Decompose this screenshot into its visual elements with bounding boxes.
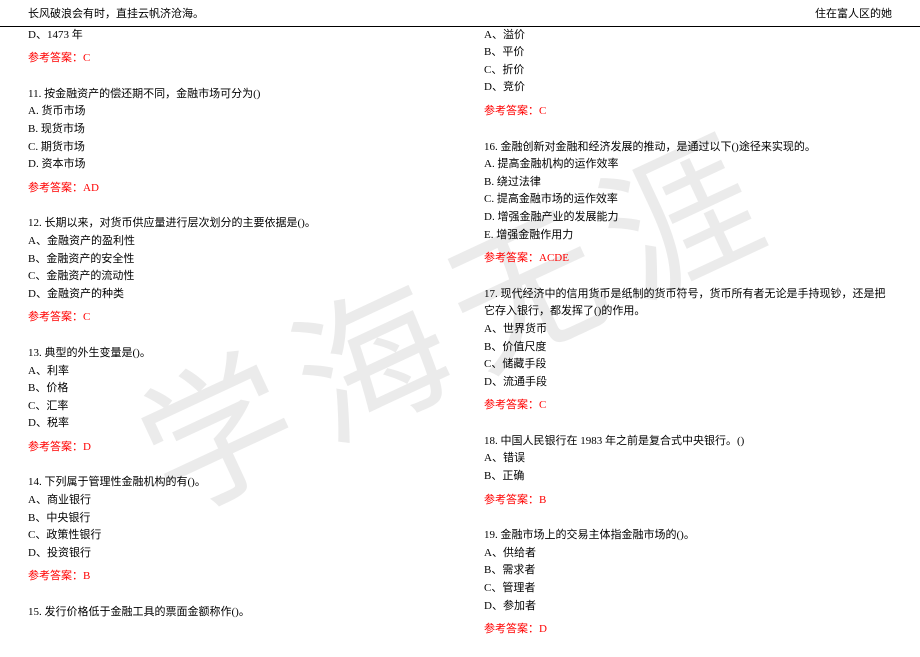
q11-option-d: D. 资本市场 xyxy=(28,156,436,174)
q19-answer: 参考答案：D xyxy=(484,621,892,639)
q14-text: 14. 下列属于管理性金融机构的有()。 xyxy=(28,474,436,492)
q13-option-b: B、价格 xyxy=(28,380,436,398)
q12-block: 12. 长期以来，对货币供应量进行层次划分的主要依据是()。 A、金融资产的盈利… xyxy=(28,215,436,327)
q17-option-a: A、世界货币 xyxy=(484,321,892,339)
left-column: D、1473 年 参考答案：C 11. 按金融资产的偿还期不同，金融市场可分为(… xyxy=(28,27,460,657)
header-right: 住在富人区的她 xyxy=(815,6,892,24)
q19-option-b: B、需求者 xyxy=(484,562,892,580)
q19-block: 19. 金融市场上的交易主体指金融市场的()。 A、供给者 B、需求者 C、管理… xyxy=(484,527,892,639)
q15-option-a: A、溢价 xyxy=(484,27,892,45)
q18-text: 18. 中国人民银行在 1983 年之前是复合式中央银行。() xyxy=(484,433,892,451)
q18-option-b: B、正确 xyxy=(484,468,892,486)
q14-option-a: A、商业银行 xyxy=(28,492,436,510)
q12-option-a: A、金融资产的盈利性 xyxy=(28,233,436,251)
q15-option-d: D、竞价 xyxy=(484,79,892,97)
q12-option-c: C、金融资产的流动性 xyxy=(28,268,436,286)
q16-block: 16. 金融创新对金融和经济发展的推动，是通过以下()途径来实现的。 A. 提高… xyxy=(484,139,892,268)
q13-answer: 参考答案：D xyxy=(28,439,436,457)
q17-block: 17. 现代经济中的信用货币是纸制的货币符号，货币所有者无论是手持现钞，还是把它… xyxy=(484,286,892,415)
q19-option-a: A、供给者 xyxy=(484,545,892,563)
q15-option-c: C、折价 xyxy=(484,62,892,80)
q16-option-e: E. 增强金融作用力 xyxy=(484,227,892,245)
q15-text: 15. 发行价格低于金融工具的票面金额称作()。 xyxy=(28,604,436,622)
q11-answer: 参考答案：AD xyxy=(28,180,436,198)
q17-text: 17. 现代经济中的信用货币是纸制的货币符号，货币所有者无论是手持现钞，还是把它… xyxy=(484,286,892,321)
q16-text: 16. 金融创新对金融和经济发展的推动，是通过以下()途径来实现的。 xyxy=(484,139,892,157)
q17-option-c: C、储藏手段 xyxy=(484,356,892,374)
q13-option-c: C、汇率 xyxy=(28,398,436,416)
q16-option-b: B. 绕过法律 xyxy=(484,174,892,192)
q14-answer: 参考答案：B xyxy=(28,568,436,586)
q13-option-a: A、利率 xyxy=(28,363,436,381)
q17-option-b: B、价值尺度 xyxy=(484,339,892,357)
header-left: 长风破浪会有时，直挂云帆济沧海。 xyxy=(28,6,204,24)
q17-option-d: D、流通手段 xyxy=(484,374,892,392)
q19-option-d: D、参加者 xyxy=(484,598,892,616)
q13-block: 13. 典型的外生变量是()。 A、利率 B、价格 C、汇率 D、税率 参考答案… xyxy=(28,345,436,457)
q13-option-d: D、税率 xyxy=(28,415,436,433)
q17-answer: 参考答案：C xyxy=(484,397,892,415)
q14-option-c: C、政策性银行 xyxy=(28,527,436,545)
q18-block: 18. 中国人民银行在 1983 年之前是复合式中央银行。() A、错误 B、正… xyxy=(484,433,892,509)
q11-text: 11. 按金融资产的偿还期不同，金融市场可分为() xyxy=(28,86,436,104)
q16-option-c: C. 提高金融市场的运作效率 xyxy=(484,191,892,209)
q11-option-c: C. 期货市场 xyxy=(28,139,436,157)
q12-text: 12. 长期以来，对货币供应量进行层次划分的主要依据是()。 xyxy=(28,215,436,233)
q12-option-b: B、金融资产的安全性 xyxy=(28,251,436,269)
right-column: A、溢价 B、平价 C、折价 D、竞价 参考答案：C 16. 金融创新对金融和经… xyxy=(460,27,892,657)
q14-option-d: D、投资银行 xyxy=(28,545,436,563)
q10-option-d: D、1473 年 xyxy=(28,27,436,45)
q15-block: 15. 发行价格低于金融工具的票面金额称作()。 xyxy=(28,604,436,622)
q11-option-b: B. 现货市场 xyxy=(28,121,436,139)
q12-option-d: D、金融资产的种类 xyxy=(28,286,436,304)
q18-option-a: A、错误 xyxy=(484,450,892,468)
q15-tail: A、溢价 B、平价 C、折价 D、竞价 参考答案：C xyxy=(484,27,892,121)
q11-option-a: A. 货币市场 xyxy=(28,103,436,121)
q18-answer: 参考答案：B xyxy=(484,492,892,510)
q13-text: 13. 典型的外生变量是()。 xyxy=(28,345,436,363)
page-header: 长风破浪会有时，直挂云帆济沧海。 住在富人区的她 xyxy=(0,0,920,27)
q12-answer: 参考答案：C xyxy=(28,309,436,327)
q14-block: 14. 下列属于管理性金融机构的有()。 A、商业银行 B、中央银行 C、政策性… xyxy=(28,474,436,586)
q16-option-d: D. 增强金融产业的发展能力 xyxy=(484,209,892,227)
q15-answer: 参考答案：C xyxy=(484,103,892,121)
q11-block: 11. 按金融资产的偿还期不同，金融市场可分为() A. 货币市场 B. 现货市… xyxy=(28,86,436,198)
q10-answer: 参考答案：C xyxy=(28,50,436,68)
q16-answer: 参考答案：ACDE xyxy=(484,250,892,268)
q14-option-b: B、中央银行 xyxy=(28,510,436,528)
content-area: D、1473 年 参考答案：C 11. 按金融资产的偿还期不同，金融市场可分为(… xyxy=(0,27,920,657)
q19-text: 19. 金融市场上的交易主体指金融市场的()。 xyxy=(484,527,892,545)
q19-option-c: C、管理者 xyxy=(484,580,892,598)
q16-option-a: A. 提高金融机构的运作效率 xyxy=(484,156,892,174)
q10-tail: D、1473 年 参考答案：C xyxy=(28,27,436,68)
q15-option-b: B、平价 xyxy=(484,44,892,62)
